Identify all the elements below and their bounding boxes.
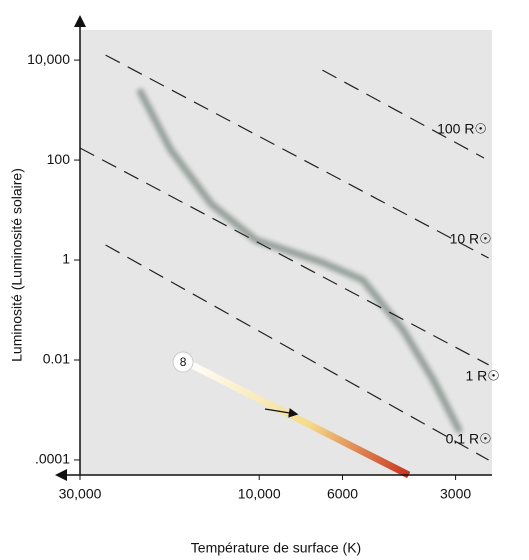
radius-label: 10 R☉ <box>450 231 492 247</box>
direction-arrow <box>264 408 299 418</box>
y-tick-label: 0.01 <box>43 351 70 367</box>
radius-label: 100 R☉ <box>437 121 487 137</box>
radius-line <box>105 54 489 259</box>
x-tick-label: 30,000 <box>59 486 102 502</box>
radius-line <box>79 147 489 366</box>
x-tick-label: 6000 <box>327 486 358 502</box>
y-axis-label: Luminosité (Luminosité solaire) <box>9 168 25 362</box>
x-tick-label: 10,000 <box>238 486 281 502</box>
radius-line <box>322 69 485 159</box>
x-tick-label: 3000 <box>440 486 471 502</box>
cooling-track <box>184 358 411 479</box>
y-tick-label: 10,000 <box>27 51 70 67</box>
track-marker <box>172 351 194 373</box>
y-tick-label: 100 <box>47 151 71 167</box>
stellar-band <box>137 88 463 434</box>
x-axis-label: Température de surface (K) <box>191 540 361 556</box>
radius-label: 1 R☉ <box>465 368 499 384</box>
radius-label: 0.1 R☉ <box>446 431 492 447</box>
y-tick-label: 1 <box>62 251 70 267</box>
track-label: 8 <box>180 355 187 369</box>
y-tick-label: .0001 <box>35 451 70 467</box>
